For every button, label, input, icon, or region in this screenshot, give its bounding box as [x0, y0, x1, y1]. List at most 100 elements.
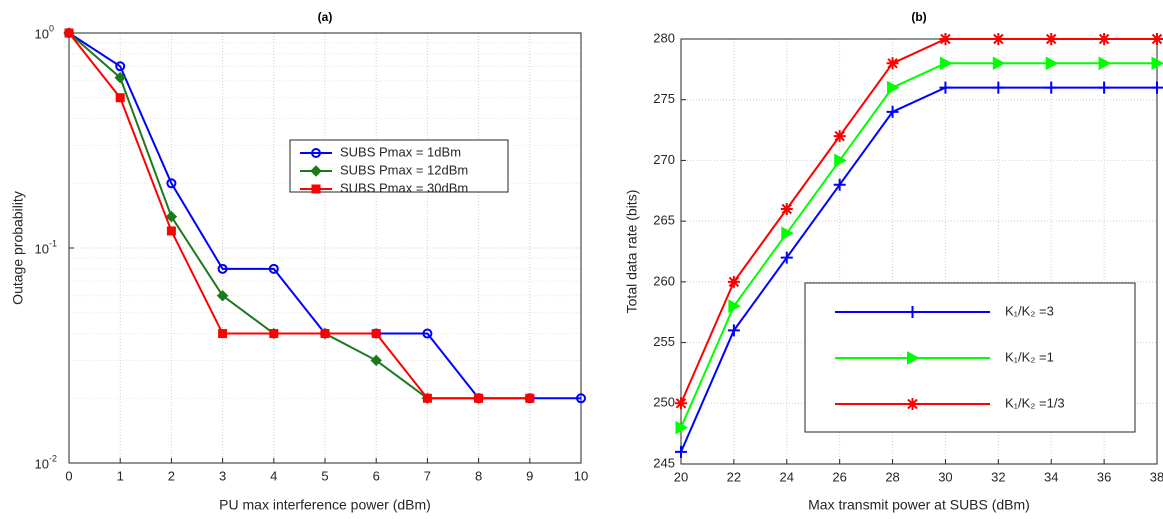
x-tick-label: 26 [832, 469, 846, 484]
marker [1151, 81, 1163, 94]
series-line [680, 38, 1157, 404]
y-tick-label: 10 [35, 26, 49, 41]
legend-box [289, 139, 509, 193]
marker [727, 275, 740, 288]
marker [1098, 81, 1111, 94]
marker [114, 71, 126, 84]
y-tick-label: 260 [653, 273, 675, 288]
marker [474, 393, 484, 403]
marker [320, 329, 330, 339]
marker [728, 299, 741, 313]
legend-label: K₁/K₂ =3 [1005, 303, 1054, 318]
marker [834, 153, 847, 168]
marker [576, 393, 586, 404]
marker [992, 56, 1006, 71]
legend-label: K₁/K₂ =1/3 [1005, 395, 1065, 410]
marker [422, 393, 432, 403]
y-tick-label: 10 [35, 456, 49, 471]
marker [781, 226, 794, 241]
x-tick-label: 22 [727, 469, 741, 484]
y-tick-label: 270 [653, 152, 675, 167]
marker [371, 329, 381, 339]
marker [727, 324, 740, 337]
x-tick-label: 38 [1150, 469, 1163, 484]
marker [1045, 33, 1058, 45]
y-axis-label: Total data rate (bits) [624, 190, 640, 314]
legend-label: SUBS Pmax = 12dBm [340, 162, 468, 177]
marker [780, 251, 793, 264]
legend-marker [311, 184, 321, 194]
y-tick-label: 280 [653, 30, 675, 45]
marker [166, 226, 176, 236]
y-tick-label: 10 [35, 241, 49, 256]
marker [675, 420, 689, 435]
marker [1151, 33, 1163, 45]
x-tick-label: 4 [270, 468, 277, 483]
y-axis-label: Outage probability [10, 191, 26, 305]
marker [887, 80, 900, 95]
marker [886, 105, 899, 118]
legend-label: SUBS Pmax = 30dBm [340, 180, 468, 195]
series-line [680, 62, 1157, 428]
legend-marker [907, 351, 920, 365]
y-tick-label: 265 [653, 213, 675, 228]
marker [422, 328, 433, 339]
y-tick-exponent: 0 [49, 23, 54, 33]
x-tick-label: 6 [373, 468, 380, 483]
marker [992, 33, 1005, 45]
x-tick-label: 32 [991, 469, 1005, 484]
x-tick-label: 36 [1097, 469, 1111, 484]
x-tick-label: 3 [219, 468, 226, 483]
x-tick-label: 20 [674, 469, 688, 484]
marker [833, 130, 846, 143]
x-axis-label: PU max interference power (dBm) [219, 497, 431, 513]
legend-label: SUBS Pmax = 1dBm [340, 144, 461, 159]
x-tick-label: 30 [938, 469, 952, 484]
x-tick-label: 8 [475, 468, 482, 483]
marker [1151, 56, 1163, 71]
y-tick-label: 275 [653, 91, 675, 106]
marker [115, 93, 125, 103]
marker [939, 33, 952, 45]
marker [370, 354, 382, 367]
x-axis-label: Max transmit power at SUBS (dBm) [808, 497, 1030, 513]
axes-box [68, 32, 582, 464]
legend-marker [310, 165, 322, 177]
series-line [680, 86, 1157, 453]
marker [217, 263, 228, 274]
legend-marker [906, 398, 919, 410]
marker [166, 178, 177, 189]
x-tick-label: 7 [424, 468, 431, 483]
marker [992, 81, 1005, 94]
x-tick-label: 1 [117, 468, 124, 483]
y-tick-label: 250 [653, 395, 675, 410]
marker [216, 289, 229, 302]
x-tick-label: 2 [168, 468, 175, 483]
y-tick-label: 245 [653, 455, 675, 470]
marker [1045, 56, 1059, 71]
axes-box [680, 38, 1158, 465]
marker [886, 57, 899, 70]
marker [268, 263, 279, 274]
marker [218, 329, 228, 339]
marker [525, 393, 535, 403]
x-tick-label: 10 [574, 468, 588, 483]
marker [1045, 81, 1058, 94]
x-tick-label: 5 [321, 468, 328, 483]
x-tick-label: 9 [526, 468, 533, 483]
series-line [68, 32, 530, 400]
marker [939, 81, 952, 94]
y-tick-exponent: -2 [49, 453, 57, 463]
y-tick-label: 255 [653, 334, 675, 349]
chart-title: (b) [911, 10, 926, 24]
marker [1098, 56, 1112, 71]
x-tick-label: 24 [780, 469, 794, 484]
marker [780, 203, 793, 215]
marker [64, 28, 74, 38]
x-tick-label: 34 [1044, 469, 1058, 484]
marker [1098, 33, 1111, 45]
chart-title: (a) [318, 10, 333, 24]
marker [675, 397, 687, 410]
marker [675, 445, 687, 458]
